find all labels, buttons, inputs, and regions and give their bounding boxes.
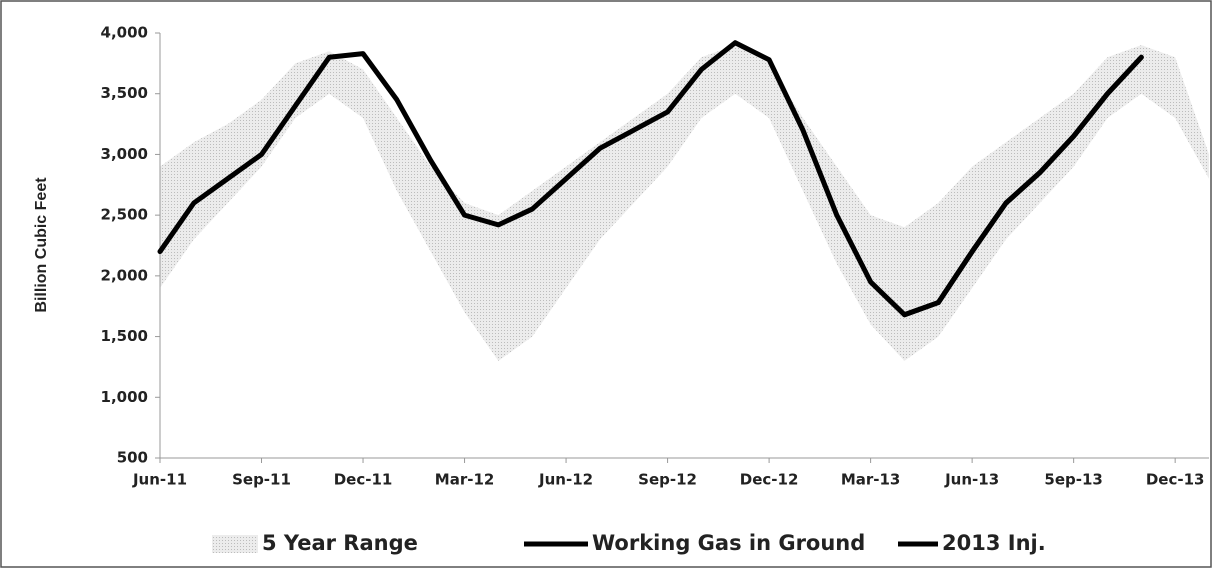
legend-swatch — [212, 535, 258, 553]
x-tick-label: Mar-12 — [435, 471, 495, 489]
legend-label: 5 Year Range — [262, 531, 418, 555]
x-tick-label: Sep-11 — [232, 471, 291, 489]
x-tick-label: Sep-12 — [638, 471, 697, 489]
y-tick-label: 2,500 — [101, 206, 148, 224]
y-axis-label: Billion Cubic Feet — [33, 177, 50, 313]
x-tick-label: Dec-13 — [1146, 471, 1205, 489]
x-tick-label: Jun-12 — [538, 471, 593, 489]
line — [901, 54, 1144, 318]
y-tick-label: 2,000 — [101, 266, 148, 284]
range-area — [160, 45, 1209, 361]
x-tick-label: Dec-12 — [740, 471, 799, 489]
y-tick-label: 4,000 — [101, 24, 148, 42]
legend-label: 2013 Inj. — [942, 531, 1046, 555]
y-tick-label: 500 — [117, 449, 148, 467]
y-tick-label: 3,500 — [101, 84, 148, 102]
y-tick-label: 1,500 — [101, 327, 148, 345]
legend-label: Working Gas in Ground — [592, 531, 865, 555]
y-tick-label: 3,000 — [101, 145, 148, 163]
x-tick-label: Dec-11 — [334, 471, 393, 489]
x-tick-label: Jun-13 — [944, 471, 999, 489]
x-tick-label: Jun-11 — [132, 471, 187, 489]
x-tick-label: 5ep-13 — [1044, 471, 1102, 489]
x-tick-label: Mar-13 — [841, 471, 901, 489]
y-tick-label: 1,000 — [101, 388, 148, 406]
